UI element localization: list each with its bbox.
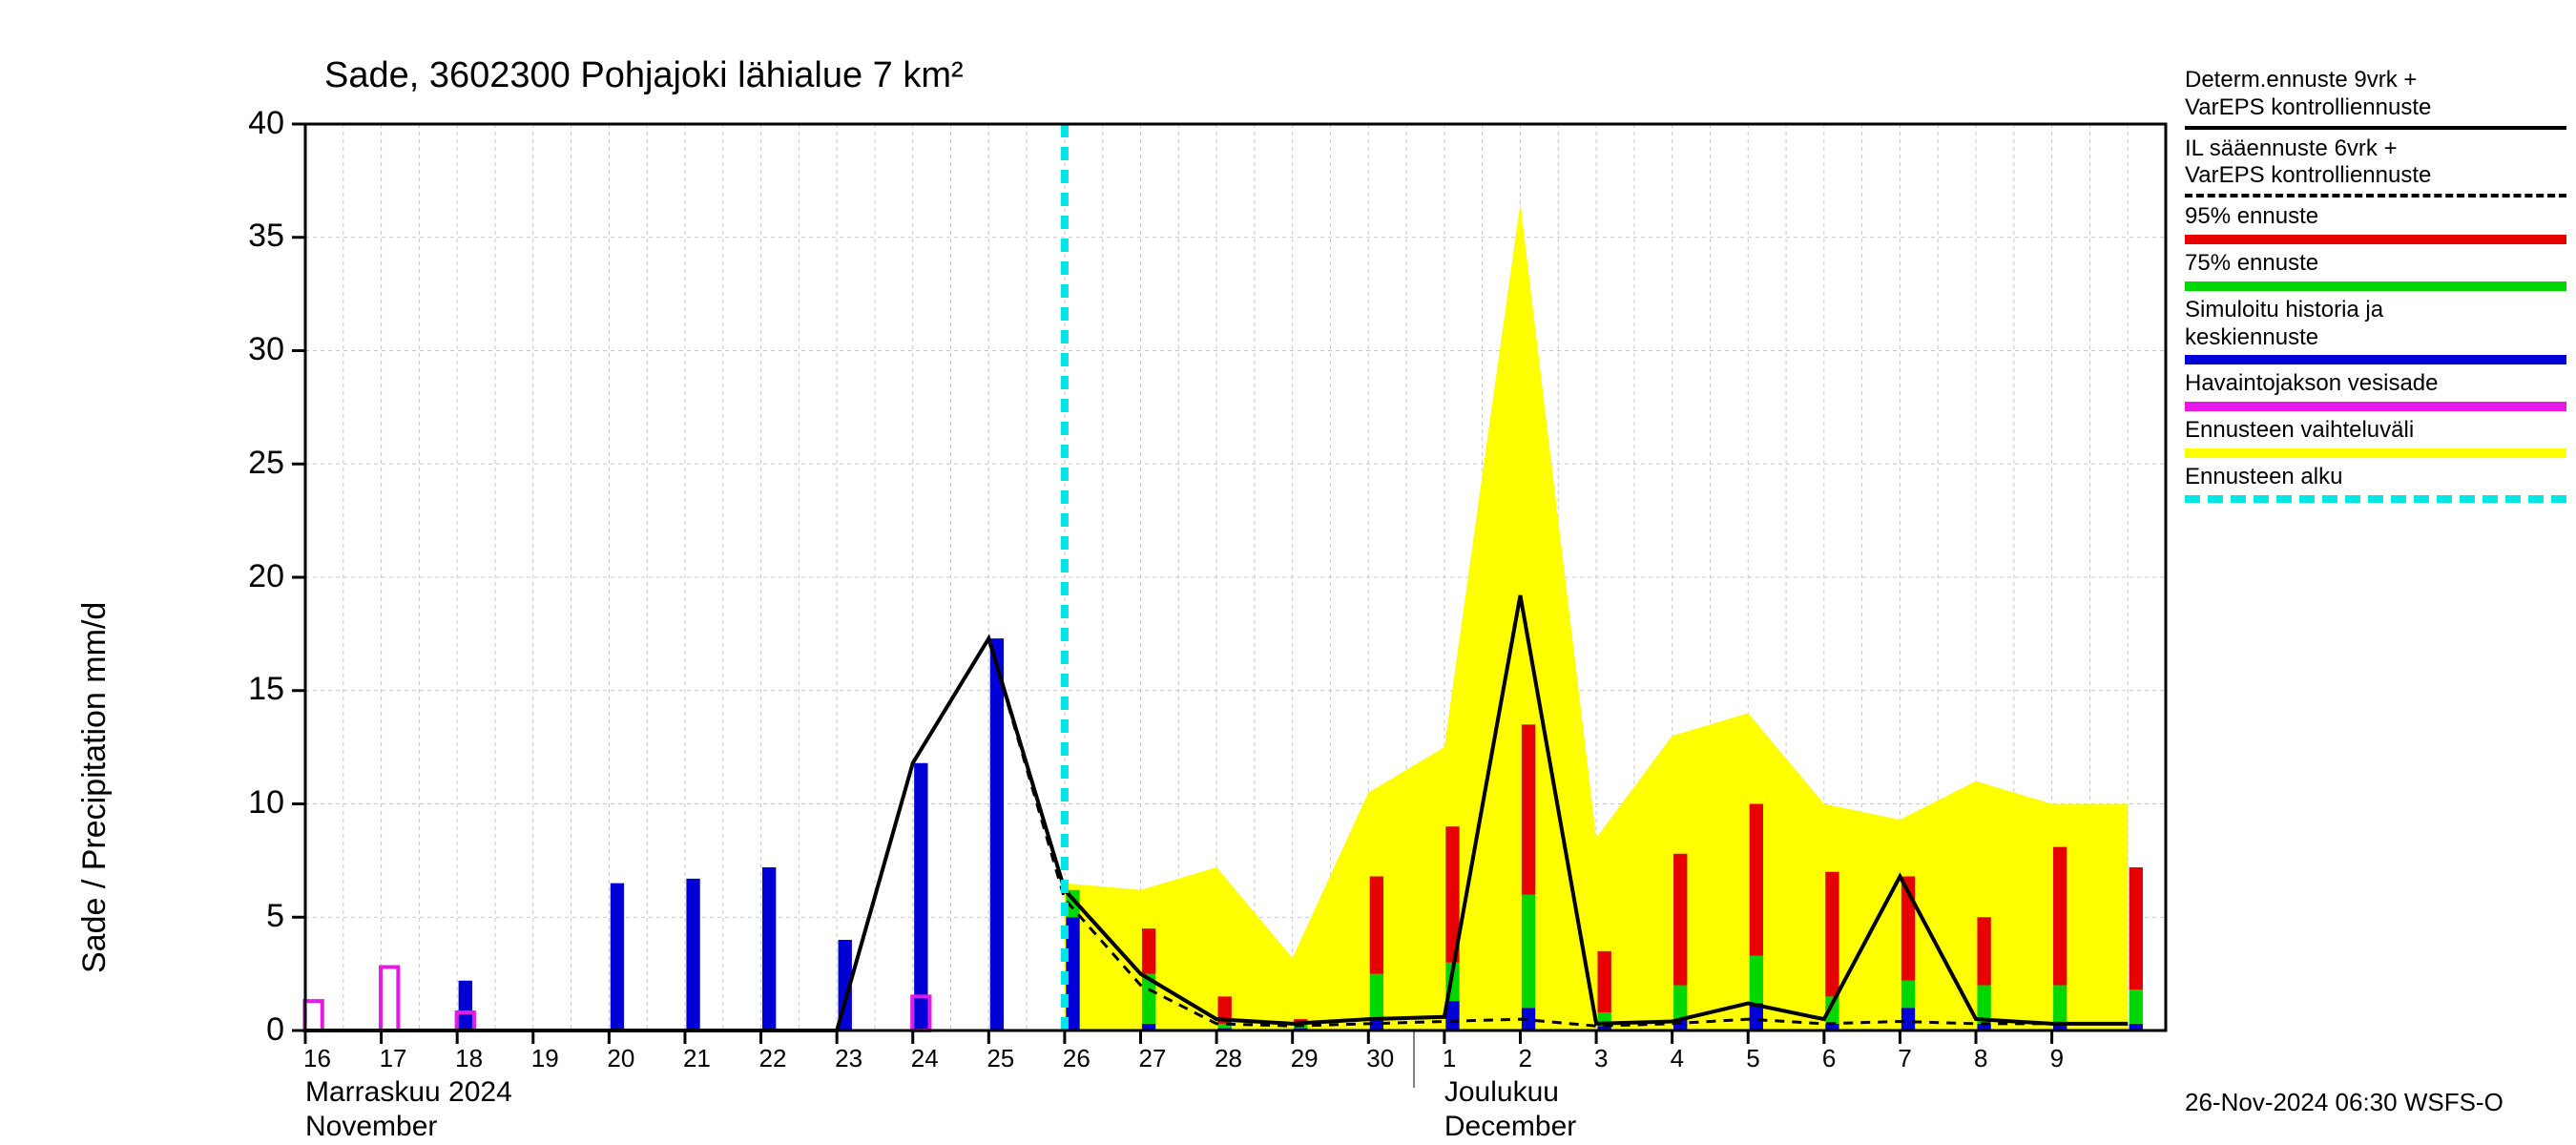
legend-entry: IL sääennuste 6vrk + VarEPS kontrollienn… bbox=[2185, 135, 2566, 198]
legend-text: VarEPS kontrolliennuste bbox=[2185, 162, 2566, 190]
legend-entry: Havaintojakson vesisade bbox=[2185, 370, 2566, 411]
x-tick-label: 2 bbox=[1518, 1044, 1531, 1073]
legend-entry: 95% ennuste bbox=[2185, 203, 2566, 244]
y-tick-label: 40 bbox=[248, 105, 284, 142]
y-tick-label: 35 bbox=[248, 218, 284, 255]
y-tick-label: 10 bbox=[248, 784, 284, 822]
legend-swatch bbox=[2185, 495, 2566, 503]
x-tick-label: 1 bbox=[1443, 1044, 1456, 1073]
legend-swatch bbox=[2185, 355, 2566, 364]
month-label: December bbox=[1444, 1111, 1576, 1143]
x-tick-label: 5 bbox=[1746, 1044, 1759, 1073]
x-tick-label: 8 bbox=[1974, 1044, 1987, 1073]
x-tick-label: 27 bbox=[1139, 1044, 1167, 1073]
x-tick-label: 7 bbox=[1898, 1044, 1911, 1073]
x-tick-label: 3 bbox=[1594, 1044, 1608, 1073]
x-tick-label: 26 bbox=[1063, 1044, 1091, 1073]
x-tick-label: 22 bbox=[759, 1044, 787, 1073]
legend-text: Simuloitu historia ja bbox=[2185, 297, 2566, 324]
x-tick-label: 20 bbox=[607, 1044, 634, 1073]
x-tick-label: 28 bbox=[1215, 1044, 1242, 1073]
x-tick-label: 25 bbox=[987, 1044, 1014, 1073]
legend-entry: Determ.ennuste 9vrk +VarEPS kontrollienn… bbox=[2185, 67, 2566, 130]
legend-text: 95% ennuste bbox=[2185, 203, 2566, 231]
x-tick-label: 18 bbox=[455, 1044, 483, 1073]
x-tick-label: 9 bbox=[2050, 1044, 2064, 1073]
legend-entry: Ennusteen alku bbox=[2185, 464, 2566, 503]
legend-entry: Simuloitu historia jakeskiennuste bbox=[2185, 297, 2566, 365]
legend-swatch bbox=[2185, 402, 2566, 411]
legend-swatch bbox=[2185, 281, 2566, 291]
legend-text: keskiennuste bbox=[2185, 324, 2566, 352]
x-tick-label: 16 bbox=[303, 1044, 331, 1073]
chart-container: Sade, 3602300 Pohjajoki lähialue 7 km² S… bbox=[0, 0, 2576, 1145]
legend-swatch bbox=[2185, 126, 2566, 130]
y-tick-label: 15 bbox=[248, 671, 284, 708]
x-tick-label: 29 bbox=[1291, 1044, 1319, 1073]
y-tick-label: 20 bbox=[248, 558, 284, 595]
x-tick-label: 17 bbox=[380, 1044, 407, 1073]
x-tick-label: 6 bbox=[1822, 1044, 1836, 1073]
y-tick-label: 30 bbox=[248, 331, 284, 368]
legend-text: VarEPS kontrolliennuste bbox=[2185, 94, 2566, 122]
legend-text: Havaintojakson vesisade bbox=[2185, 370, 2566, 398]
month-label: November bbox=[305, 1111, 437, 1143]
legend-swatch bbox=[2185, 448, 2566, 458]
legend-entry: Ennusteen vaihteluväli bbox=[2185, 417, 2566, 458]
y-tick-label: 0 bbox=[266, 1011, 284, 1049]
month-label: Joulukuu bbox=[1444, 1076, 1559, 1109]
y-tick-label: 25 bbox=[248, 445, 284, 482]
timestamp-label: 26-Nov-2024 06:30 WSFS-O bbox=[2185, 1088, 2503, 1117]
legend: Determ.ennuste 9vrk +VarEPS kontrollienn… bbox=[2185, 67, 2566, 509]
legend-text: Determ.ennuste 9vrk + bbox=[2185, 67, 2566, 94]
legend-text: Ennusteen vaihteluväli bbox=[2185, 417, 2566, 445]
x-tick-label: 30 bbox=[1366, 1044, 1394, 1073]
legend-text: Ennusteen alku bbox=[2185, 464, 2566, 491]
month-label: Marraskuu 2024 bbox=[305, 1076, 512, 1109]
x-tick-label: 19 bbox=[531, 1044, 559, 1073]
y-tick-label: 5 bbox=[266, 898, 284, 935]
legend-swatch bbox=[2185, 235, 2566, 244]
legend-swatch bbox=[2185, 194, 2566, 198]
x-tick-label: 24 bbox=[911, 1044, 939, 1073]
x-tick-label: 23 bbox=[835, 1044, 862, 1073]
legend-entry: 75% ennuste bbox=[2185, 250, 2566, 291]
legend-text: 75% ennuste bbox=[2185, 250, 2566, 278]
x-tick-label: 21 bbox=[683, 1044, 711, 1073]
legend-text: IL sääennuste 6vrk + bbox=[2185, 135, 2566, 163]
x-tick-label: 4 bbox=[1671, 1044, 1684, 1073]
